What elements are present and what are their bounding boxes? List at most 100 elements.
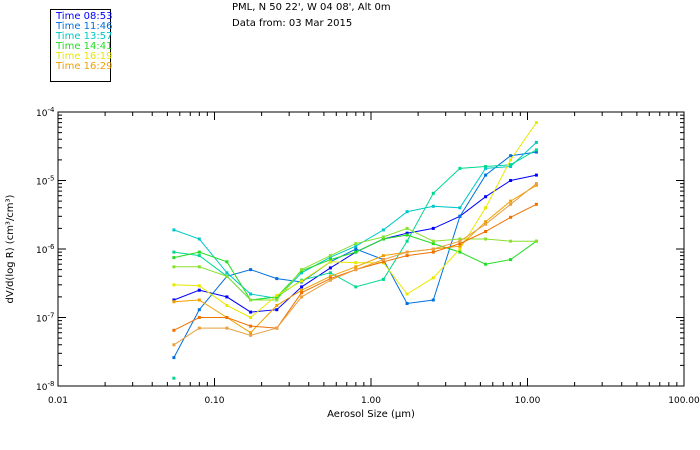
- data-point: [197, 237, 201, 241]
- data-point: [458, 247, 462, 251]
- data-point: [484, 165, 488, 168]
- data-point: [328, 254, 332, 258]
- data-point: [197, 298, 201, 302]
- data-point: [405, 226, 409, 230]
- data-point: [484, 262, 488, 266]
- data-point: [249, 316, 253, 319]
- data-point: [225, 271, 229, 275]
- x-tick-label: 10.00: [515, 396, 541, 406]
- data-point: [172, 356, 176, 360]
- data-point: [197, 254, 201, 258]
- series-9: [172, 182, 538, 347]
- data-point: [509, 215, 513, 219]
- data-point: [484, 237, 488, 241]
- x-tick-label: 0.01: [48, 396, 68, 406]
- data-point: [300, 279, 304, 283]
- data-point: [405, 231, 409, 235]
- data-point: [328, 278, 332, 282]
- data-point: [431, 191, 435, 195]
- data-point: [249, 268, 253, 272]
- data-point: [431, 276, 435, 280]
- data-point: [328, 266, 332, 270]
- data-point: [431, 226, 435, 230]
- data-point: [300, 271, 304, 275]
- y-tick-label: 10-5: [36, 175, 54, 188]
- data-point: [300, 285, 304, 289]
- data-point: [300, 288, 304, 292]
- data-point: [405, 250, 409, 254]
- data-point: [300, 295, 304, 299]
- legend: Time 08:53 Time 11:46 Time 13:57 Time 14:41…: [50, 9, 113, 82]
- data-point: [405, 239, 409, 243]
- data-point: [249, 331, 253, 335]
- data-point: [458, 206, 462, 210]
- data-point: [197, 265, 201, 269]
- data-point: [249, 310, 253, 314]
- data-point: [225, 260, 229, 264]
- data-point: [354, 244, 358, 248]
- legend-item: Time 13:57: [56, 31, 113, 42]
- data-point: [328, 260, 332, 264]
- data-point: [354, 268, 358, 272]
- legend-item: Time 16:29: [56, 61, 113, 72]
- data-point: [534, 183, 538, 187]
- data-point: [275, 293, 279, 297]
- data-point: [275, 298, 279, 302]
- data-point: [534, 121, 538, 125]
- y-tick-label: 10-8: [36, 380, 54, 393]
- data-point: [354, 285, 358, 289]
- data-point: [328, 274, 332, 278]
- data-point: [405, 302, 409, 305]
- data-point: [172, 256, 176, 260]
- data-point: [458, 242, 462, 246]
- data-point: [381, 254, 385, 258]
- data-point: [484, 195, 488, 199]
- data-point: [172, 328, 176, 332]
- data-point: [509, 202, 513, 206]
- data-point: [458, 237, 462, 241]
- data-point: [509, 158, 513, 162]
- data-point: [458, 244, 462, 248]
- data-point: [275, 326, 279, 330]
- data-point: [534, 148, 538, 152]
- data-point: [172, 250, 176, 254]
- data-point: [405, 254, 409, 258]
- y-tick-label: 10-4: [36, 106, 55, 119]
- series-6: [172, 121, 538, 319]
- data-point: [431, 250, 435, 254]
- x-tick-label: 0.10: [204, 396, 224, 406]
- data-point: [328, 258, 332, 262]
- data-point: [249, 333, 253, 337]
- data-point: [458, 239, 462, 243]
- data-point: [172, 376, 176, 380]
- station-info: PML, N 50 22', W 04 08', Alt 0m: [232, 2, 391, 13]
- data-point: [431, 247, 435, 251]
- data-point: [484, 222, 488, 226]
- data-point: [381, 228, 385, 232]
- y-tick-label: 10-7: [36, 312, 54, 325]
- x-axis-title: Aerosol Size (µm): [327, 409, 415, 420]
- data-point: [534, 239, 538, 243]
- data-point: [300, 268, 304, 272]
- data-point: [225, 326, 229, 330]
- data-point: [509, 239, 513, 243]
- axis-ticks: 0.01 0.10 1.00 10.00 100.00 10-8 10-7 10-6 10-5 1…: [36, 106, 700, 406]
- data-point: [484, 230, 488, 233]
- plot-frame: [57, 111, 685, 387]
- data-point: [172, 298, 176, 302]
- data-point: [225, 316, 229, 319]
- data-point: [197, 316, 201, 319]
- data-point: [197, 308, 201, 312]
- data-point: [534, 140, 538, 144]
- data-point: [484, 220, 488, 224]
- data-point: [354, 261, 358, 265]
- data-point: [431, 204, 435, 208]
- data-point: [381, 235, 385, 239]
- data-point: [275, 303, 279, 307]
- data-point: [225, 303, 229, 307]
- data-point: [431, 239, 435, 243]
- data-point: [431, 242, 435, 246]
- data-point: [275, 277, 279, 281]
- data-point: [300, 291, 304, 295]
- data-point: [458, 250, 462, 254]
